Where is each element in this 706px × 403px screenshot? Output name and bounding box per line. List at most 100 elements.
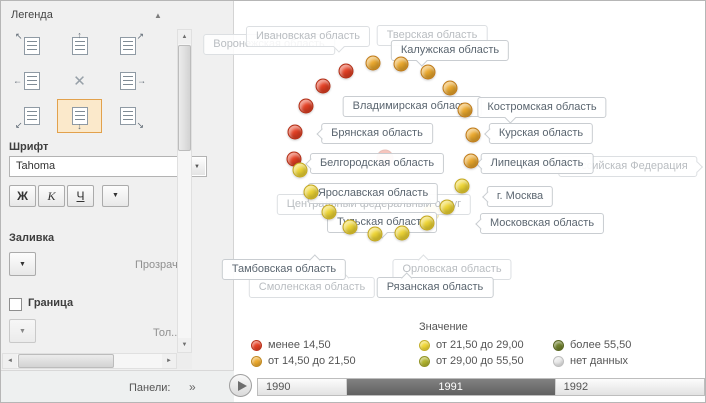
region-label[interactable]: Курская область xyxy=(488,123,594,144)
region-label[interactable]: Тамбовская область xyxy=(221,259,347,280)
direction-arrow-icon: ↘ xyxy=(136,120,144,130)
border-checkbox[interactable] xyxy=(9,298,22,311)
region-bubble-orange[interactable] xyxy=(457,102,473,118)
legend-color-dot xyxy=(419,355,430,367)
region-bubble-yellow[interactable] xyxy=(419,215,435,231)
vertical-scrollbar[interactable]: ▲ ▼ xyxy=(177,29,192,353)
scroll-right-icon[interactable]: ► xyxy=(162,354,176,368)
region-bubble-yellow[interactable] xyxy=(454,178,470,194)
region-label[interactable]: Костромская область xyxy=(477,97,607,118)
region-bubble-yellow[interactable] xyxy=(439,199,455,215)
italic-button[interactable]: К xyxy=(38,185,65,207)
region-label[interactable]: Брянская область xyxy=(321,123,433,144)
legend-position-right[interactable]: → xyxy=(105,64,150,98)
legend-box-icon xyxy=(119,107,136,125)
font-more-options-button[interactable]: ▼ xyxy=(102,185,129,207)
panels-bar: Панели: » xyxy=(1,370,234,402)
legend-box-icon xyxy=(23,107,40,125)
legend-box-icon xyxy=(71,107,88,125)
horizontal-scrollbar[interactable]: ◄ ► xyxy=(2,353,177,369)
scroll-up-icon[interactable]: ▲ xyxy=(178,30,191,44)
fill-color-dropdown-button[interactable]: ▼ xyxy=(9,252,36,276)
region-label[interactable]: Рязанская область xyxy=(376,277,494,298)
horizontal-scrollbar-thumb[interactable] xyxy=(18,354,114,368)
fill-section-label: Заливка xyxy=(9,232,55,244)
play-icon xyxy=(237,380,247,391)
bold-button[interactable]: Ж xyxy=(9,185,36,207)
region-label[interactable]: Московская область xyxy=(479,213,605,234)
border-color-dropdown-button[interactable]: ▼ xyxy=(9,319,36,343)
underline-button[interactable]: Ч xyxy=(67,185,94,207)
region-bubble-orange[interactable] xyxy=(393,56,409,72)
no-legend-icon: ✕ xyxy=(73,73,86,90)
region-label[interactable]: Ярославская область xyxy=(307,183,439,204)
play-button[interactable] xyxy=(229,374,252,397)
legend-box-icon xyxy=(71,37,88,55)
legend-position-center[interactable]: ✕ xyxy=(57,64,102,98)
legend-settings-panel: Легенда ▲ ↖ ↑ ↗ ← ✕ → ↙ ↓ ↘ Шрифт Tahoma ▼ Ж К Ч… xyxy=(1,1,234,402)
legend-position-bottom-left[interactable]: ↙ xyxy=(9,99,54,133)
region-label[interactable]: Белгородская область xyxy=(309,153,445,174)
legend-item: более 55,50 xyxy=(553,337,703,353)
region-bubble-orange[interactable] xyxy=(463,153,479,169)
legend-item: от 21,50 до 29,00 xyxy=(419,337,553,353)
region-label[interactable]: Ивановская область xyxy=(245,26,371,47)
region-label[interactable]: Владимирская область xyxy=(342,96,482,117)
region-bubble-yellow[interactable] xyxy=(292,162,308,178)
legend-position-bottom[interactable]: ↓ xyxy=(57,99,102,133)
region-bubble-orange[interactable] xyxy=(365,55,381,71)
legend-item-label: нет данных xyxy=(570,355,629,367)
legend-item-label: от 21,50 до 29,00 xyxy=(436,339,524,351)
region-bubble-orange[interactable] xyxy=(465,127,481,143)
legend-box-icon xyxy=(23,72,40,90)
legend-position-left[interactable]: ← xyxy=(9,64,54,98)
legend-item: менее 14,50 xyxy=(251,337,419,353)
legend-box-icon xyxy=(119,37,136,55)
region-bubble-yellow[interactable] xyxy=(342,219,358,235)
legend-color-dot xyxy=(251,355,262,367)
legend-position-top-right[interactable]: ↗ xyxy=(105,29,150,63)
collapse-panel-icon[interactable]: ▲ xyxy=(154,11,162,20)
scroll-left-icon[interactable]: ◄ xyxy=(3,354,17,368)
region-bubble-yellow[interactable] xyxy=(394,225,410,241)
region-bubble-orange[interactable] xyxy=(420,64,436,80)
region-bubble-orange[interactable] xyxy=(442,80,458,96)
legend-position-bottom-right[interactable]: ↘ xyxy=(105,99,150,133)
legend-position-top[interactable]: ↑ xyxy=(57,29,102,63)
legend-box-icon xyxy=(23,37,40,55)
panel-title: Легенда xyxy=(11,9,53,21)
value-legend: менее 14,50 от 14,50 до 21,50 от 21,50 до … xyxy=(251,337,703,369)
legend-item: от 14,50 до 21,50 xyxy=(251,353,419,369)
legend-position-grid: ↖ ↑ ↗ ← ✕ → ↙ ↓ ↘ xyxy=(9,29,150,133)
region-label[interactable]: Калужская область xyxy=(390,40,510,61)
region-bubble-red[interactable] xyxy=(287,124,303,140)
region-label[interactable]: Липецкая область xyxy=(480,153,594,174)
legend-item: от 29,00 до 55,50 xyxy=(419,353,553,369)
legend-color-dot xyxy=(553,355,564,367)
region-bubble-red[interactable] xyxy=(338,63,354,79)
region-bubble-red[interactable] xyxy=(315,78,331,94)
region-label[interactable]: г. Москва xyxy=(486,186,554,207)
legend-item-label: от 14,50 до 21,50 xyxy=(268,355,356,367)
direction-arrow-icon: ↙ xyxy=(15,120,23,130)
legend-item-label: от 29,00 до 55,50 xyxy=(436,355,524,367)
region-bubble-yellow[interactable] xyxy=(367,226,383,242)
vertical-scrollbar-thumb[interactable] xyxy=(178,45,191,151)
legend-box-icon xyxy=(119,72,136,90)
scroll-down-icon[interactable]: ▼ xyxy=(178,338,191,352)
direction-arrow-icon: ↓ xyxy=(77,121,82,131)
region-bubble-red[interactable] xyxy=(298,98,314,114)
region-label[interactable]: Смоленская область xyxy=(248,277,376,298)
timeline-year-1990[interactable]: 1990 xyxy=(258,379,347,395)
panels-expand-button[interactable]: » xyxy=(189,380,196,394)
timeline[interactable]: 1990 1991 1992 xyxy=(257,378,705,396)
region-bubble-yellow[interactable] xyxy=(303,184,319,200)
font-family-select[interactable]: Tahoma ▼ xyxy=(9,156,207,177)
timeline-year-1991[interactable]: 1991 xyxy=(346,379,556,395)
region-bubble-yellow[interactable] xyxy=(321,204,337,220)
legend-item-label: менее 14,50 xyxy=(268,339,331,351)
legend-position-top-left[interactable]: ↖ xyxy=(9,29,54,63)
timeline-year-1992[interactable]: 1992 xyxy=(555,379,704,395)
